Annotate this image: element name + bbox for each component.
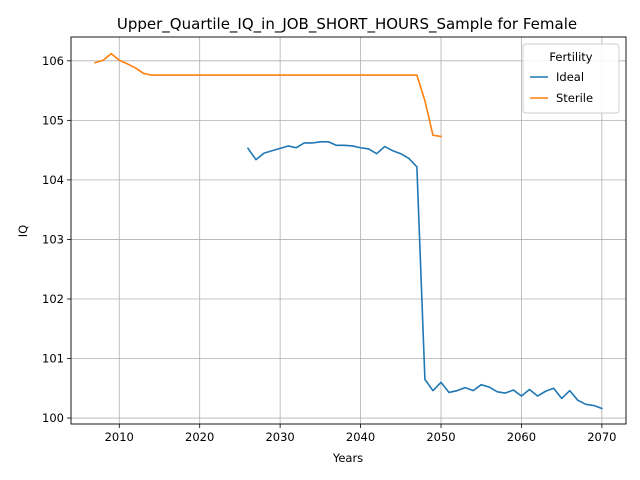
- y-tick-label: 106: [42, 54, 64, 68]
- y-tick-label: 105: [42, 113, 64, 127]
- legend-title: Fertility: [549, 50, 592, 64]
- x-tick-label: 2010: [105, 430, 134, 444]
- y-tick-label: 104: [42, 173, 64, 187]
- x-axis: 2010 2020 2030 2040 2050 2060 2070: [105, 424, 617, 444]
- legend: Fertility Ideal Sterile: [523, 44, 619, 113]
- chart-title: Upper_Quartile_IQ_in_JOB_SHORT_HOURS_Sam…: [117, 15, 577, 34]
- y-tick-label: 103: [42, 232, 64, 246]
- series-line-ideal: [248, 142, 602, 409]
- y-tick-label: 101: [42, 352, 64, 366]
- y-tick-label: 102: [42, 292, 64, 306]
- legend-label-sterile: Sterile: [556, 91, 593, 105]
- x-tick-label: 2050: [426, 430, 455, 444]
- x-tick-label: 2060: [507, 430, 536, 444]
- legend-label-ideal: Ideal: [556, 70, 584, 84]
- series-line-sterile: [95, 54, 441, 137]
- x-tick-label: 2020: [185, 430, 214, 444]
- x-tick-label: 2030: [265, 430, 294, 444]
- x-axis-label: Years: [332, 451, 363, 465]
- x-tick-label: 2040: [346, 430, 375, 444]
- y-tick-label: 100: [42, 411, 64, 425]
- x-tick-label: 2070: [587, 430, 616, 444]
- y-axis-label: IQ: [16, 225, 30, 237]
- y-axis: 100 101 102 103 104 105 106: [42, 54, 71, 425]
